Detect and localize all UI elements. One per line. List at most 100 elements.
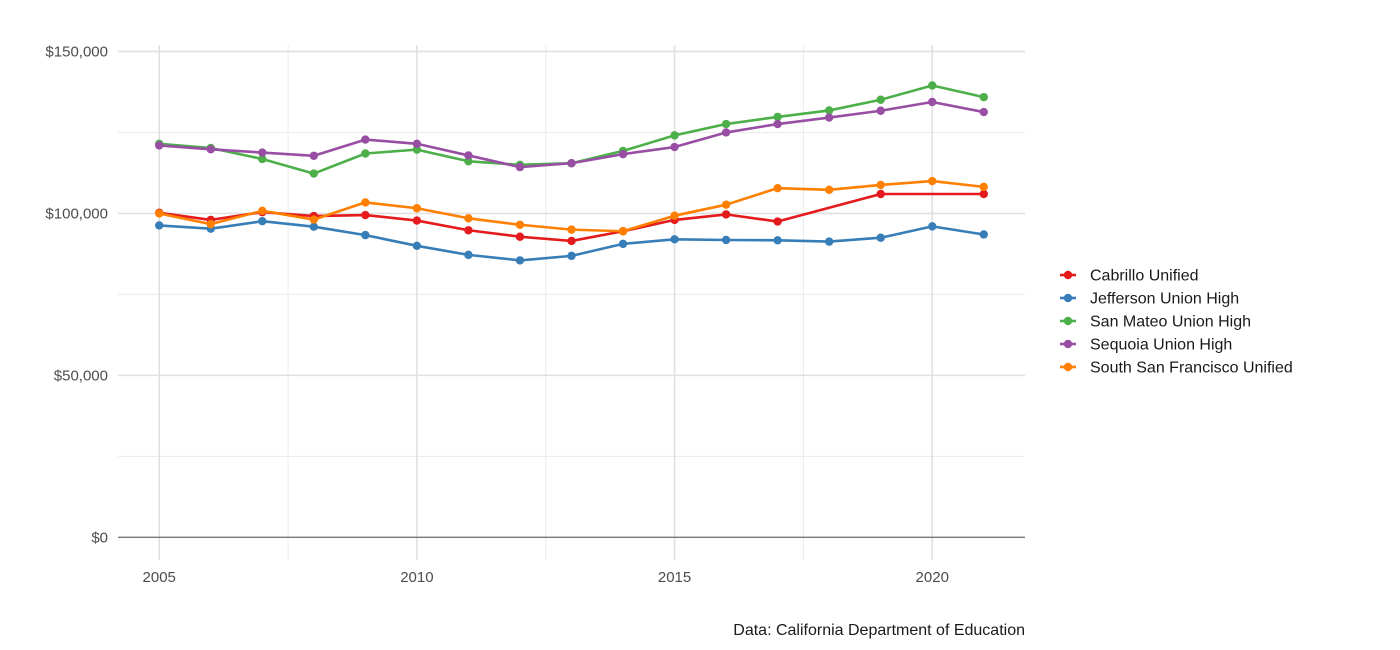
- data-point: [721, 128, 731, 137]
- legend-label: South San Francisco Unified: [1090, 360, 1293, 377]
- data-point: [670, 142, 679, 152]
- y-tick-label: $50,000: [54, 367, 108, 384]
- data-point: [412, 145, 422, 154]
- data-point: [206, 219, 215, 229]
- data-point: [876, 233, 885, 242]
- y-tick-label: $100,000: [45, 205, 108, 222]
- legend-label: Jefferson Union High: [1090, 291, 1239, 308]
- data-point: [206, 145, 215, 154]
- data-point: [773, 183, 782, 193]
- data-point: [618, 239, 628, 249]
- data-point: [412, 139, 422, 148]
- data-point: [670, 211, 679, 220]
- legend-key-point: [1063, 339, 1073, 349]
- x-axis-tick-labels: 2005 2010 2015 2020: [143, 569, 949, 586]
- data-point: [412, 241, 422, 251]
- series-line: [159, 192, 984, 243]
- y-axis-tick-labels: $0 $50,000 $100,000 $150,000: [45, 43, 108, 546]
- data-point: [979, 230, 988, 239]
- data-point: [979, 189, 988, 199]
- data-point: [928, 176, 937, 186]
- data-point: [721, 210, 731, 219]
- data-point: [928, 81, 937, 90]
- data-point: [309, 151, 319, 160]
- data-point: [824, 113, 834, 122]
- legend-key-point: [1063, 270, 1073, 280]
- legend-label: Cabrillo Unified: [1090, 268, 1199, 285]
- data-point: [928, 222, 937, 231]
- data-point: [464, 157, 473, 166]
- series-sequoia-union-high: [155, 97, 988, 172]
- data-point: [155, 221, 164, 230]
- y-tick-label: $150,000: [45, 43, 108, 60]
- x-tick-label: 2005: [143, 569, 176, 586]
- data-point: [618, 149, 628, 159]
- data-point: [412, 204, 422, 213]
- data-point: [309, 215, 319, 224]
- y-tick-label: $0: [91, 529, 108, 546]
- legend-key-point: [1063, 293, 1073, 303]
- legend-item: Cabrillo Unified: [1060, 268, 1199, 285]
- data-point: [670, 131, 679, 140]
- data-point: [567, 159, 576, 168]
- legend-label: Sequoia Union High: [1090, 337, 1232, 354]
- data-point: [412, 216, 422, 225]
- data-point: [515, 162, 525, 172]
- data-point: [773, 119, 782, 129]
- data-point: [721, 119, 731, 129]
- major-gridlines: [118, 45, 1025, 560]
- series-line: [159, 100, 985, 169]
- data-point: [876, 95, 885, 104]
- data-point: [464, 226, 473, 235]
- legend-item: Sequoia Union High: [1060, 337, 1232, 354]
- data-point: [361, 230, 370, 240]
- x-tick-label: 2015: [658, 569, 691, 586]
- data-point: [876, 180, 885, 190]
- minor-gridlines: [118, 45, 1025, 560]
- data-point: [876, 106, 885, 115]
- data-point: [515, 220, 525, 229]
- legend-item: South San Francisco Unified: [1060, 360, 1293, 377]
- data-point: [824, 237, 834, 246]
- data-point: [876, 189, 885, 199]
- series-layer: [155, 81, 988, 265]
- data-point: [361, 198, 370, 207]
- legend-key-point: [1063, 362, 1073, 372]
- data-point: [309, 222, 319, 231]
- data-point: [618, 227, 628, 236]
- data-point: [361, 135, 370, 144]
- data-point: [773, 217, 782, 226]
- data-point: [567, 225, 576, 234]
- series-south-san-francisco-unified: [155, 176, 988, 236]
- data-point: [721, 200, 731, 209]
- data-point: [721, 235, 731, 245]
- legend: Cabrillo Unified Jefferson Union High San …: [1060, 268, 1293, 377]
- data-point: [361, 149, 370, 158]
- series-cabrillo-unified: [155, 189, 988, 246]
- legend-label: San Mateo Union High: [1090, 314, 1251, 331]
- data-point: [258, 206, 267, 216]
- data-point: [928, 97, 937, 107]
- data-point: [824, 185, 834, 194]
- data-point: [773, 236, 782, 245]
- x-tick-label: 2010: [400, 569, 433, 586]
- data-point: [361, 210, 370, 220]
- data-point: [309, 169, 319, 178]
- data-point: [258, 154, 267, 164]
- data-point: [979, 107, 988, 117]
- data-point: [464, 151, 473, 160]
- data-point: [824, 106, 834, 115]
- chart-caption: Data: California Department of Education: [733, 622, 1025, 639]
- data-point: [567, 251, 576, 261]
- legend-item: Jefferson Union High: [1060, 291, 1239, 308]
- legend-item: San Mateo Union High: [1060, 314, 1251, 331]
- data-point: [515, 256, 525, 265]
- data-point: [670, 235, 679, 244]
- data-point: [773, 112, 782, 122]
- x-tick-label: 2020: [916, 569, 949, 586]
- data-point: [258, 217, 267, 226]
- data-point: [155, 141, 164, 150]
- data-point: [155, 209, 164, 218]
- data-point: [979, 182, 988, 192]
